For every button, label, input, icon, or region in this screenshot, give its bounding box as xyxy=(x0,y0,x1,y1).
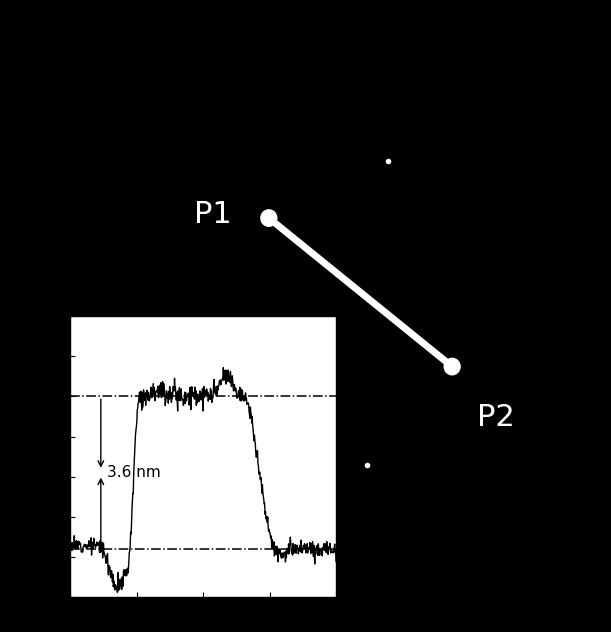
Circle shape xyxy=(444,358,460,375)
Y-axis label: 高度 (nm): 高度 (nm) xyxy=(21,422,39,492)
Circle shape xyxy=(261,210,277,226)
X-axis label: 距离 (μm): 距离 (μm) xyxy=(168,622,238,632)
Text: P1: P1 xyxy=(194,200,232,229)
Text: P2: P2 xyxy=(477,403,514,432)
Text: 3.6 nm: 3.6 nm xyxy=(108,465,161,480)
